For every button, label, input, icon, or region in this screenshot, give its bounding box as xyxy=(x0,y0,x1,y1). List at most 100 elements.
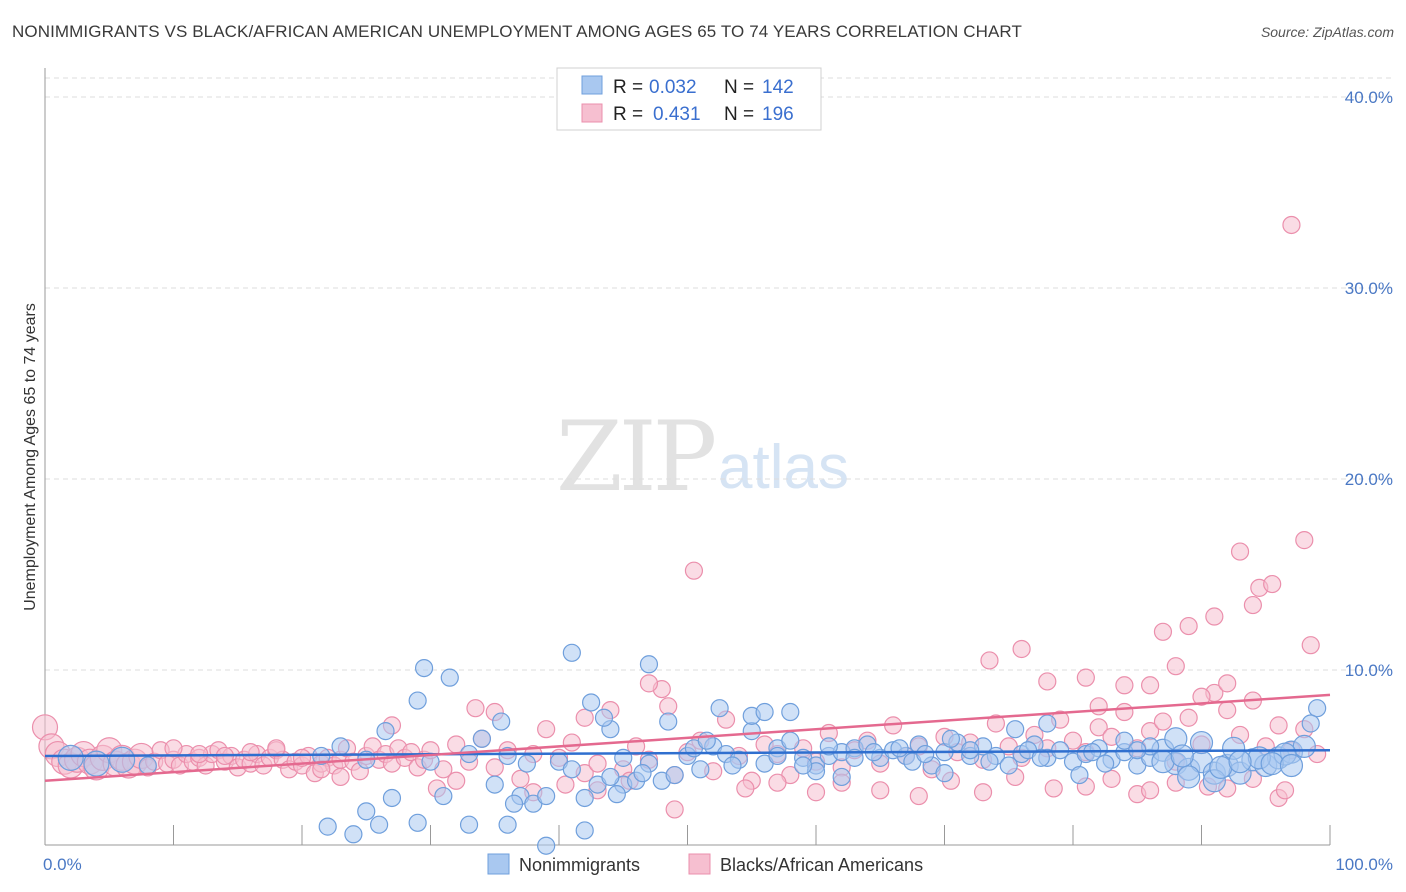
legend-swatch-blue xyxy=(581,75,603,95)
pink-point xyxy=(736,779,755,798)
blue-point xyxy=(1279,753,1304,778)
pink-point xyxy=(684,561,704,580)
blue-point xyxy=(537,786,556,806)
pink-point xyxy=(1263,574,1282,594)
blue-point xyxy=(691,760,710,779)
pink-point xyxy=(1275,781,1295,800)
pink-point xyxy=(1166,657,1185,676)
pink-point xyxy=(1063,731,1083,750)
pink-point xyxy=(562,733,581,752)
blue-point xyxy=(633,764,652,783)
pink-point xyxy=(466,699,485,718)
trend-line-black xyxy=(44,693,1331,783)
blue-point xyxy=(517,754,536,773)
blue-point xyxy=(414,658,434,678)
pink-point xyxy=(1282,215,1301,235)
pink-point xyxy=(1038,672,1057,691)
pink-point xyxy=(241,743,260,762)
pink-point xyxy=(1218,701,1237,720)
watermark-zip: ZIP xyxy=(556,401,715,513)
pink-series-points xyxy=(31,215,1327,819)
blue-point xyxy=(318,817,337,836)
blue-point xyxy=(819,737,838,756)
pink-point xyxy=(980,651,999,670)
trend-lines xyxy=(44,693,1331,783)
pink-point xyxy=(511,769,530,788)
chart-title: NONIMMIGRANTS VS BLACK/AFRICAN AMERICAN … xyxy=(12,22,1022,41)
blue-point xyxy=(639,655,659,674)
blue-point xyxy=(890,739,909,758)
pink-point xyxy=(575,708,594,727)
pink-point xyxy=(1301,636,1320,655)
pink-point xyxy=(1140,781,1160,800)
blue-point xyxy=(832,767,851,787)
watermark: ZIP atlas xyxy=(556,401,849,513)
pink-point xyxy=(556,775,575,794)
blue-point xyxy=(408,813,427,832)
pink-point xyxy=(1179,616,1198,636)
blue-point xyxy=(794,756,813,775)
pink-point xyxy=(447,771,466,790)
grid-lines xyxy=(45,77,1395,671)
blue-point xyxy=(723,756,742,775)
blue-point xyxy=(601,767,620,787)
blue-point xyxy=(582,693,601,712)
blue-point xyxy=(459,815,479,834)
blue-point xyxy=(845,748,864,767)
blue-point xyxy=(331,737,350,756)
blue-point xyxy=(344,825,363,844)
pink-point xyxy=(1089,697,1108,716)
tick-labels: 10.0% 20.0% 30.0% 40.0% 0.0% 100.0% xyxy=(43,88,1393,874)
blue-point xyxy=(57,744,84,771)
y-tick-label-20: 20.0% xyxy=(1345,470,1393,489)
x-tick-label-0: 0.0% xyxy=(43,855,82,874)
blue-point xyxy=(485,775,504,794)
blue-point xyxy=(665,765,684,785)
blue-point xyxy=(440,668,459,687)
blue-point xyxy=(961,741,980,760)
pink-point xyxy=(1153,622,1173,641)
blue-point xyxy=(562,760,581,779)
pink-point xyxy=(1243,595,1263,615)
blue-point xyxy=(575,821,594,840)
pink-point xyxy=(806,783,826,802)
source-label: Source: ZipAtlas.com xyxy=(1260,24,1394,40)
pink-point xyxy=(1269,716,1288,735)
pink-point xyxy=(1115,702,1134,722)
pink-point xyxy=(1044,779,1063,798)
blue-point xyxy=(755,702,774,722)
blue-point xyxy=(1115,731,1134,750)
pink-point xyxy=(665,800,684,819)
blue-point xyxy=(382,788,402,808)
pink-point xyxy=(1192,687,1211,706)
blue-point xyxy=(1170,744,1194,768)
blue-point xyxy=(1031,748,1050,767)
blue-point xyxy=(408,691,427,710)
blue-point xyxy=(138,756,157,775)
blue-point xyxy=(1177,765,1201,789)
blue-point xyxy=(594,708,614,727)
bottom-legend-swatch-blue xyxy=(487,853,510,875)
pink-point xyxy=(973,783,993,802)
blue-point xyxy=(1189,730,1214,755)
pink-point xyxy=(537,720,556,739)
pink-point xyxy=(588,754,607,773)
legend-swatch-pink xyxy=(581,103,603,123)
pink-point xyxy=(1153,712,1173,731)
blue-point xyxy=(659,712,678,731)
pink-point xyxy=(267,739,286,758)
legend-r-label-1: R = xyxy=(613,77,643,98)
blue-point xyxy=(575,788,594,808)
pink-point xyxy=(1295,531,1314,550)
blue-point xyxy=(742,722,761,741)
blue-point xyxy=(1151,750,1175,774)
pink-point xyxy=(1140,676,1160,695)
pink-point xyxy=(1076,668,1095,687)
blue-point xyxy=(1006,720,1025,739)
blue-point xyxy=(781,702,800,722)
pink-point xyxy=(1218,674,1237,693)
pink-point xyxy=(909,786,928,806)
bottom-legend-swatch-pink xyxy=(688,853,711,875)
blue-point xyxy=(781,731,800,750)
